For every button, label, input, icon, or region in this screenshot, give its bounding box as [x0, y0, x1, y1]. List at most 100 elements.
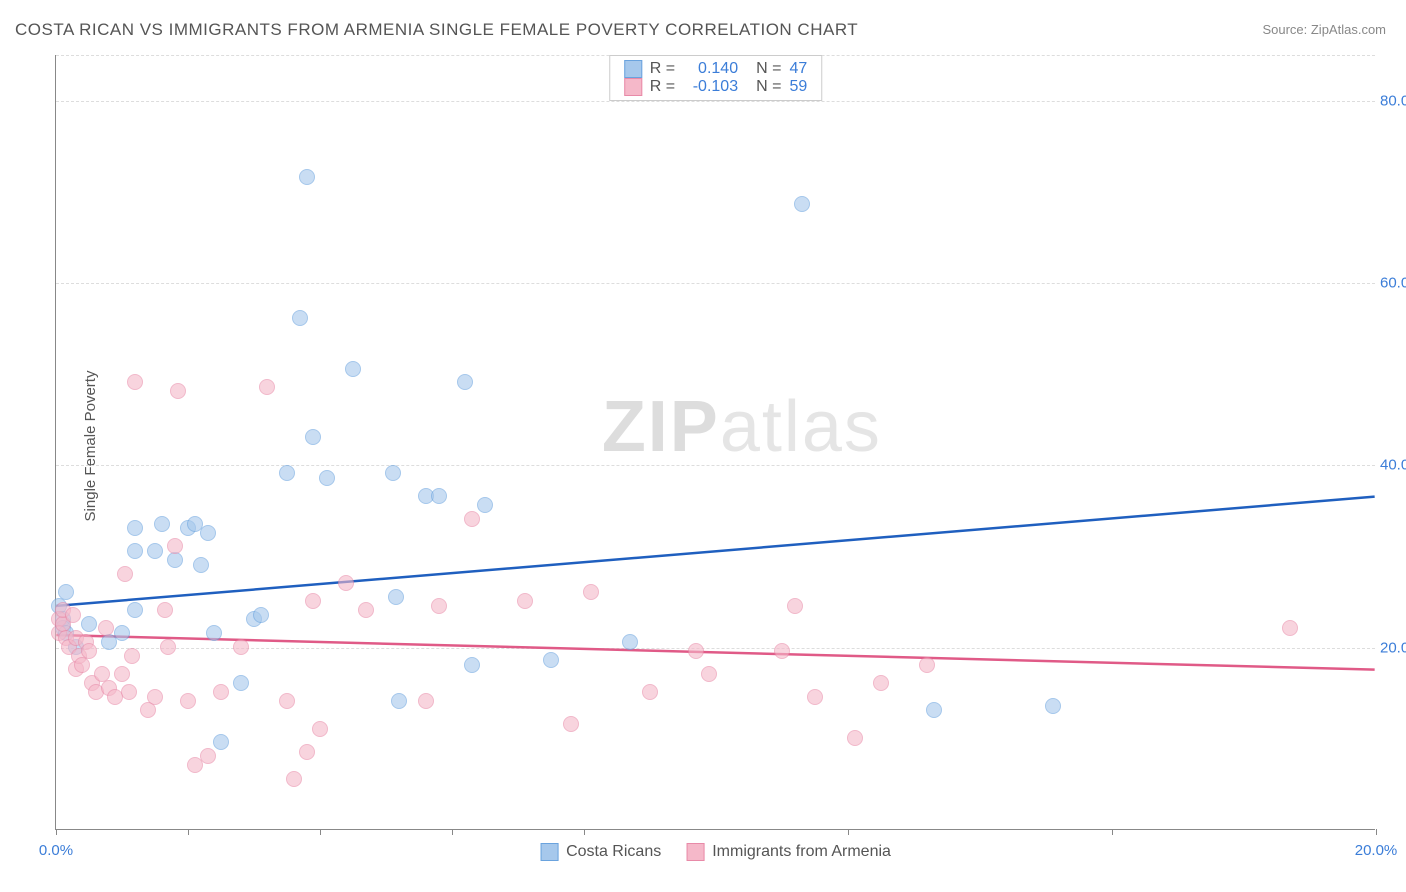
scatter-point: [583, 584, 599, 600]
scatter-point: [127, 543, 143, 559]
scatter-point: [98, 620, 114, 636]
scatter-point: [919, 657, 935, 673]
scatter-point: [170, 383, 186, 399]
r-label-1: R =: [650, 60, 675, 78]
scatter-point: [114, 666, 130, 682]
trend-line: [56, 497, 1374, 606]
scatter-point: [338, 575, 354, 591]
scatter-point: [299, 169, 315, 185]
chart-plot-area: ZIPatlas 20.0%40.0%60.0%80.0% 0.0%20.0% …: [55, 55, 1375, 830]
y-tick-label: 80.0%: [1380, 92, 1406, 109]
scatter-point: [200, 748, 216, 764]
r-label-2: R =: [650, 78, 675, 96]
scatter-point: [121, 684, 137, 700]
scatter-point: [385, 465, 401, 481]
scatter-point: [388, 589, 404, 605]
scatter-point: [206, 625, 222, 641]
scatter-point: [154, 516, 170, 532]
scatter-point: [464, 511, 480, 527]
scatter-point: [193, 557, 209, 573]
scatter-point: [926, 702, 942, 718]
scatter-point: [81, 643, 97, 659]
scatter-point: [312, 721, 328, 737]
source-label: Source: ZipAtlas.com: [1262, 22, 1386, 37]
swatch-series-1-bottom: [540, 843, 558, 861]
series-legend: Costa Ricans Immigrants from Armenia: [540, 843, 891, 861]
scatter-point: [787, 598, 803, 614]
scatter-point: [213, 684, 229, 700]
scatter-point: [233, 675, 249, 691]
x-tick: [452, 829, 453, 835]
scatter-point: [127, 374, 143, 390]
x-tick-label: 0.0%: [39, 842, 73, 859]
scatter-point: [847, 730, 863, 746]
scatter-point: [563, 716, 579, 732]
scatter-point: [701, 666, 717, 682]
legend-row-series-1: R = 0.140 N = 47: [624, 60, 807, 78]
series-2-name: Immigrants from Armenia: [712, 843, 891, 861]
scatter-point: [358, 602, 374, 618]
x-tick: [188, 829, 189, 835]
scatter-point: [873, 675, 889, 691]
scatter-point: [418, 693, 434, 709]
scatter-point: [292, 310, 308, 326]
x-tick: [1112, 829, 1113, 835]
y-tick-label: 60.0%: [1380, 274, 1406, 291]
scatter-point: [147, 689, 163, 705]
scatter-point: [464, 657, 480, 673]
scatter-point: [279, 693, 295, 709]
scatter-point: [253, 607, 269, 623]
correlation-legend: R = 0.140 N = 47 R = -0.103 N = 59: [609, 55, 822, 101]
scatter-point: [688, 643, 704, 659]
scatter-point: [622, 634, 638, 650]
n-label-1: N =: [756, 60, 781, 78]
scatter-point: [345, 361, 361, 377]
scatter-point: [65, 607, 81, 623]
scatter-point: [457, 374, 473, 390]
swatch-series-1: [624, 60, 642, 78]
x-tick: [1376, 829, 1377, 835]
r-value-1: 0.140: [683, 60, 738, 78]
scatter-point: [213, 734, 229, 750]
scatter-point: [127, 602, 143, 618]
scatter-point: [114, 625, 130, 641]
scatter-point: [167, 552, 183, 568]
scatter-point: [642, 684, 658, 700]
scatter-point: [74, 657, 90, 673]
x-tick-label: 20.0%: [1355, 842, 1398, 859]
scatter-point: [127, 520, 143, 536]
scatter-point: [477, 497, 493, 513]
scatter-point: [305, 429, 321, 445]
x-tick: [848, 829, 849, 835]
scatter-point: [140, 702, 156, 718]
x-tick: [56, 829, 57, 835]
scatter-point: [286, 771, 302, 787]
n-value-2: 59: [789, 78, 807, 96]
scatter-point: [1282, 620, 1298, 636]
scatter-point: [543, 652, 559, 668]
scatter-point: [167, 538, 183, 554]
scatter-point: [305, 593, 321, 609]
y-tick-label: 20.0%: [1380, 639, 1406, 656]
scatter-point: [431, 598, 447, 614]
legend-item-2: Immigrants from Armenia: [686, 843, 891, 861]
scatter-point: [147, 543, 163, 559]
x-tick: [320, 829, 321, 835]
scatter-point: [117, 566, 133, 582]
scatter-point: [200, 525, 216, 541]
series-1-name: Costa Ricans: [566, 843, 661, 861]
scatter-point: [794, 196, 810, 212]
swatch-series-2-bottom: [686, 843, 704, 861]
scatter-point: [81, 616, 97, 632]
y-tick-label: 40.0%: [1380, 457, 1406, 474]
x-tick: [584, 829, 585, 835]
scatter-point: [233, 639, 249, 655]
r-value-2: -0.103: [683, 78, 738, 96]
scatter-point: [517, 593, 533, 609]
legend-item-1: Costa Ricans: [540, 843, 661, 861]
trend-lines: [56, 55, 1375, 829]
scatter-point: [124, 648, 140, 664]
scatter-point: [279, 465, 295, 481]
n-label-2: N =: [756, 78, 781, 96]
scatter-point: [157, 602, 173, 618]
